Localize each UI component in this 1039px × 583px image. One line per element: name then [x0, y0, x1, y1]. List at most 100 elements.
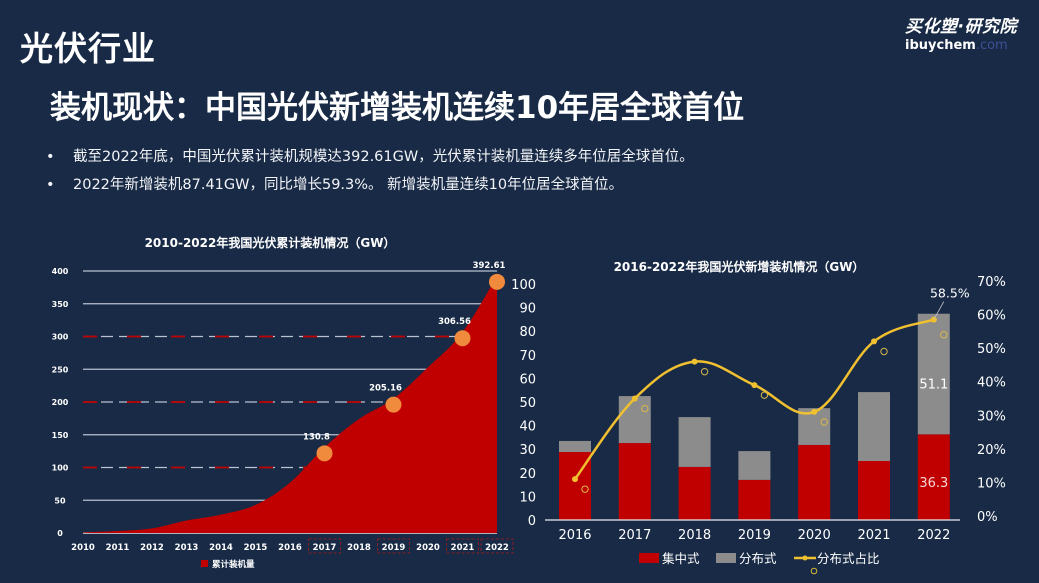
ratio-marker — [572, 476, 578, 483]
area-series — [83, 275, 497, 533]
headline: 装机现状：中国光伏新增装机连续10年居全球首位 — [50, 90, 745, 126]
ratio-marker — [691, 358, 698, 365]
section-title: 光伏行业 — [20, 29, 156, 68]
y-tick-label: 150 — [52, 431, 69, 440]
ratio-hollow-marker — [700, 367, 709, 376]
bar-centralized — [618, 443, 651, 520]
x-tick-label: 2019 — [382, 543, 406, 553]
point-label: 130.8 — [303, 432, 330, 442]
y2-tick-label: 10% — [977, 476, 1006, 491]
x-tick-label: 2022 — [485, 543, 509, 553]
ratio-hollow-marker — [940, 331, 948, 339]
ratio-marker — [871, 338, 877, 345]
legend-swatch-ratio-marker — [802, 555, 808, 561]
bullet-text: 截至2022年底，中国光伏累计装机规模达392.61GW，光伏累计装机量连续多年… — [73, 149, 694, 165]
y-tick-label: 90 — [519, 302, 536, 317]
ratio-hollow-marker — [760, 391, 769, 399]
x-tick-label: 2018 — [678, 528, 711, 543]
y-tick-label: 80 — [519, 325, 536, 340]
ratio-hollow-marker — [641, 404, 649, 413]
y-axis-ticks: 0 10 20 30 40 50 60 70 80 90 100 — [511, 278, 536, 529]
x-tick-label: 2022 — [917, 528, 950, 543]
y-tick-label: 0 — [57, 529, 63, 538]
x-tick-label: 2015 — [244, 543, 268, 553]
new-installation-bar-chart: 2016-2022年我国光伏新增装机情况（GW） 0 10 20 30 40 50 60 70… — [511, 259, 1006, 575]
logo-en: ibuychem.com — [905, 38, 1017, 53]
ratio-hollow-marker — [581, 485, 589, 493]
cumulative-area-chart: 2010-2022年我国光伏累计装机情况（GW） 0 50 100 150 200 250… — [52, 235, 514, 570]
y2-axis-ticks: 0% 10% 20% 30% 40% 50% 60% 70% — [977, 275, 1006, 525]
y-tick-label: 100 — [511, 278, 536, 293]
bar-distributed — [618, 396, 651, 444]
x-axis-ticks: 2016 2017 2018 2019 2020 2021 2022 — [558, 528, 950, 543]
y2-tick-label: 0% — [977, 510, 998, 525]
line-series — [572, 316, 948, 493]
bullet-icon: • — [46, 177, 55, 193]
bar-centralized — [678, 466, 711, 520]
data-labels: 36.3 51.1 58.5% — [919, 286, 969, 492]
brand-logo: 买化塑·研究院 ibuychem.com — [905, 12, 1017, 53]
x-tick-label: 2021 — [857, 528, 890, 543]
legend-swatch-distributed — [716, 553, 736, 563]
legend-label-cumulative: 累计装机量 — [212, 559, 255, 570]
chart-title: 2010-2022年我国光伏累计装机情况（GW） — [145, 235, 396, 250]
bar-series — [545, 313, 960, 521]
data-label-leader — [933, 301, 945, 320]
ratio-marker — [751, 382, 758, 389]
y2-tick-label: 50% — [977, 342, 1006, 357]
bar-centralized — [798, 444, 831, 520]
bullet-list: • 截至2022年底，中国光伏累计装机规模达392.61GW，光伏累计装机量连续多… — [46, 143, 694, 199]
x-tick-label: 2012 — [140, 543, 164, 553]
x-tick-label: 2018 — [347, 543, 371, 553]
point-marker — [385, 396, 402, 413]
point-label: 205.16 — [369, 384, 402, 394]
highlight-points: 130.8 205.16 306.56 392.61 — [303, 261, 514, 554]
x-tick-label: 2014 — [209, 543, 233, 553]
y-tick-label: 250 — [52, 365, 69, 374]
y-tick-label: 70 — [519, 349, 536, 364]
point-marker — [454, 330, 471, 347]
point-label: 392.61 — [473, 261, 506, 271]
y2-tick-label: 70% — [977, 275, 1006, 290]
bar-distributed — [917, 313, 950, 435]
y2-tick-label: 60% — [977, 309, 1006, 324]
y-tick-label: 50 — [519, 396, 536, 411]
y-tick-label: 30 — [519, 443, 536, 458]
x-tick-label: 2020 — [798, 528, 831, 543]
ratio-hollow-marker — [820, 418, 828, 426]
ratio-marker — [811, 408, 818, 415]
x-tick-highlight — [377, 538, 410, 554]
x-tick-label: 2016 — [278, 543, 302, 553]
x-tick-label: 2017 — [313, 543, 337, 553]
data-label-centralized: 36.3 — [919, 476, 948, 491]
y-tick-label: 100 — [52, 464, 69, 473]
legend: 累计装机量 — [201, 559, 255, 570]
x-tick-label: 2019 — [738, 528, 771, 543]
y-tick-label: 400 — [52, 267, 69, 276]
point-label: 306.56 — [438, 317, 471, 327]
point-marker — [316, 445, 333, 462]
logo-en-main: ibuychem — [905, 38, 976, 53]
y-axis-ticks: 0 50 100 150 200 250 300 350 400 — [52, 267, 69, 538]
point-marker — [489, 273, 505, 290]
x-tick-highlight — [308, 538, 341, 554]
y-tick-label: 40 — [519, 420, 536, 435]
x-tick-highlight — [480, 538, 514, 554]
legend-label-centralized: 集中式 — [662, 551, 700, 566]
y-tick-label: 350 — [52, 300, 69, 309]
legend-swatch-centralized — [639, 553, 659, 563]
ratio-hollow-marker — [880, 347, 888, 356]
legend: 集中式 分布式 分布式占比 — [639, 551, 880, 575]
x-tick-label: 2016 — [558, 528, 591, 543]
x-tick-label: 2021 — [451, 543, 475, 553]
y-tick-label: 300 — [52, 333, 69, 342]
area-cumulative — [83, 275, 497, 533]
x-axis-ticks: 2010 2011 2012 2013 2014 2015 2016 2017 2018 2019… — [71, 543, 509, 553]
bullet-icon: • — [46, 149, 55, 165]
legend-swatch-cumulative — [201, 560, 208, 567]
bullet-item: • 2022年新增装机87.41GW，同比增长59.3%。 新增装机量连续10年位… — [46, 171, 694, 199]
y2-tick-label: 40% — [977, 376, 1006, 391]
data-label-ratio: 58.5% — [930, 286, 970, 301]
x-tick-label: 2017 — [618, 528, 651, 543]
x-tick-highlight — [446, 538, 479, 554]
